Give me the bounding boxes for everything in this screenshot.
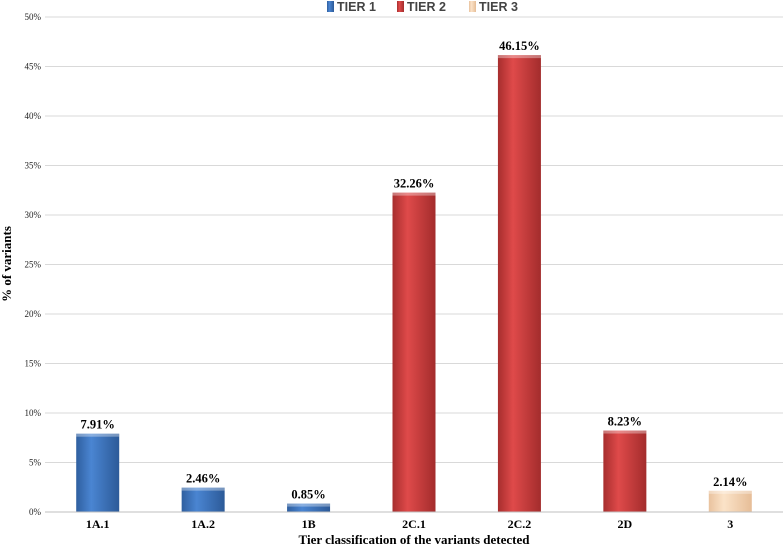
legend-swatch [469, 1, 476, 12]
x-category-label: 2C.2 [508, 517, 532, 531]
bar-1a-2 [181, 487, 225, 512]
y-tick-label: 50% [25, 12, 42, 22]
x-category-label: 1A.1 [86, 517, 110, 531]
y-tick-label: 35% [25, 161, 42, 171]
bar-top-highlight [708, 490, 752, 494]
bar-top-highlight [181, 487, 225, 491]
y-tick-label: 15% [25, 359, 42, 369]
bar-top-highlight [287, 503, 331, 507]
data-label: 8.23% [608, 415, 642, 429]
legend-label: TIER 3 [479, 0, 518, 14]
y-axis-ticks: 0% 5% 10% 15% 20% 25% 30% 35% 40% 45% 50% [25, 12, 42, 517]
legend-label: TIER 2 [407, 0, 446, 14]
y-tick-label: 0% [29, 507, 42, 517]
bar-2d [603, 430, 647, 512]
y-tick-label: 10% [25, 408, 42, 418]
x-category-label: 1A.2 [191, 517, 215, 531]
data-label: 2.14% [713, 475, 747, 489]
bar-top-highlight [603, 430, 647, 434]
legend: TIER 1 TIER 2 TIER 3 [327, 0, 518, 14]
y-tick-label: 45% [25, 62, 42, 72]
bars [76, 55, 752, 513]
bar-top-highlight [497, 55, 541, 59]
y-axis-title: % of variants [0, 226, 14, 302]
legend-label: TIER 1 [337, 0, 376, 14]
y-tick-label: 30% [25, 210, 42, 220]
data-labels: 7.91% 2.46% 0.85% 32.26% 46.15% 8.23% 2.14% [81, 39, 748, 501]
legend-swatch [397, 1, 404, 12]
y-tick-label: 25% [25, 260, 42, 270]
x-category-label: 2D [618, 517, 633, 531]
y-tick-label: 40% [25, 111, 42, 121]
x-category-label: 3 [727, 517, 733, 531]
data-label: 2.46% [186, 472, 220, 486]
data-label: 0.85% [291, 488, 325, 502]
y-tick-label: 20% [25, 309, 42, 319]
bar-1b [287, 503, 331, 512]
bar-2c-1 [392, 192, 436, 512]
x-axis-categories: 1A.1 1A.2 1B 2C.1 2C.2 2D 3 [86, 517, 733, 531]
data-label: 32.26% [394, 177, 435, 191]
x-axis-title: Tier classification of the variants dete… [299, 532, 531, 547]
bar-3 [708, 490, 752, 512]
x-category-label: 2C.1 [402, 517, 426, 531]
bar-top-highlight [392, 192, 436, 196]
bar-2c-2 [497, 55, 541, 513]
data-label: 7.91% [81, 418, 115, 432]
legend-swatch [327, 1, 334, 12]
y-tick-label: 5% [29, 458, 42, 468]
x-category-label: 1B [302, 517, 316, 531]
bar-top-highlight [76, 433, 120, 437]
data-label: 46.15% [499, 39, 540, 53]
bar-1a-1 [76, 433, 120, 512]
